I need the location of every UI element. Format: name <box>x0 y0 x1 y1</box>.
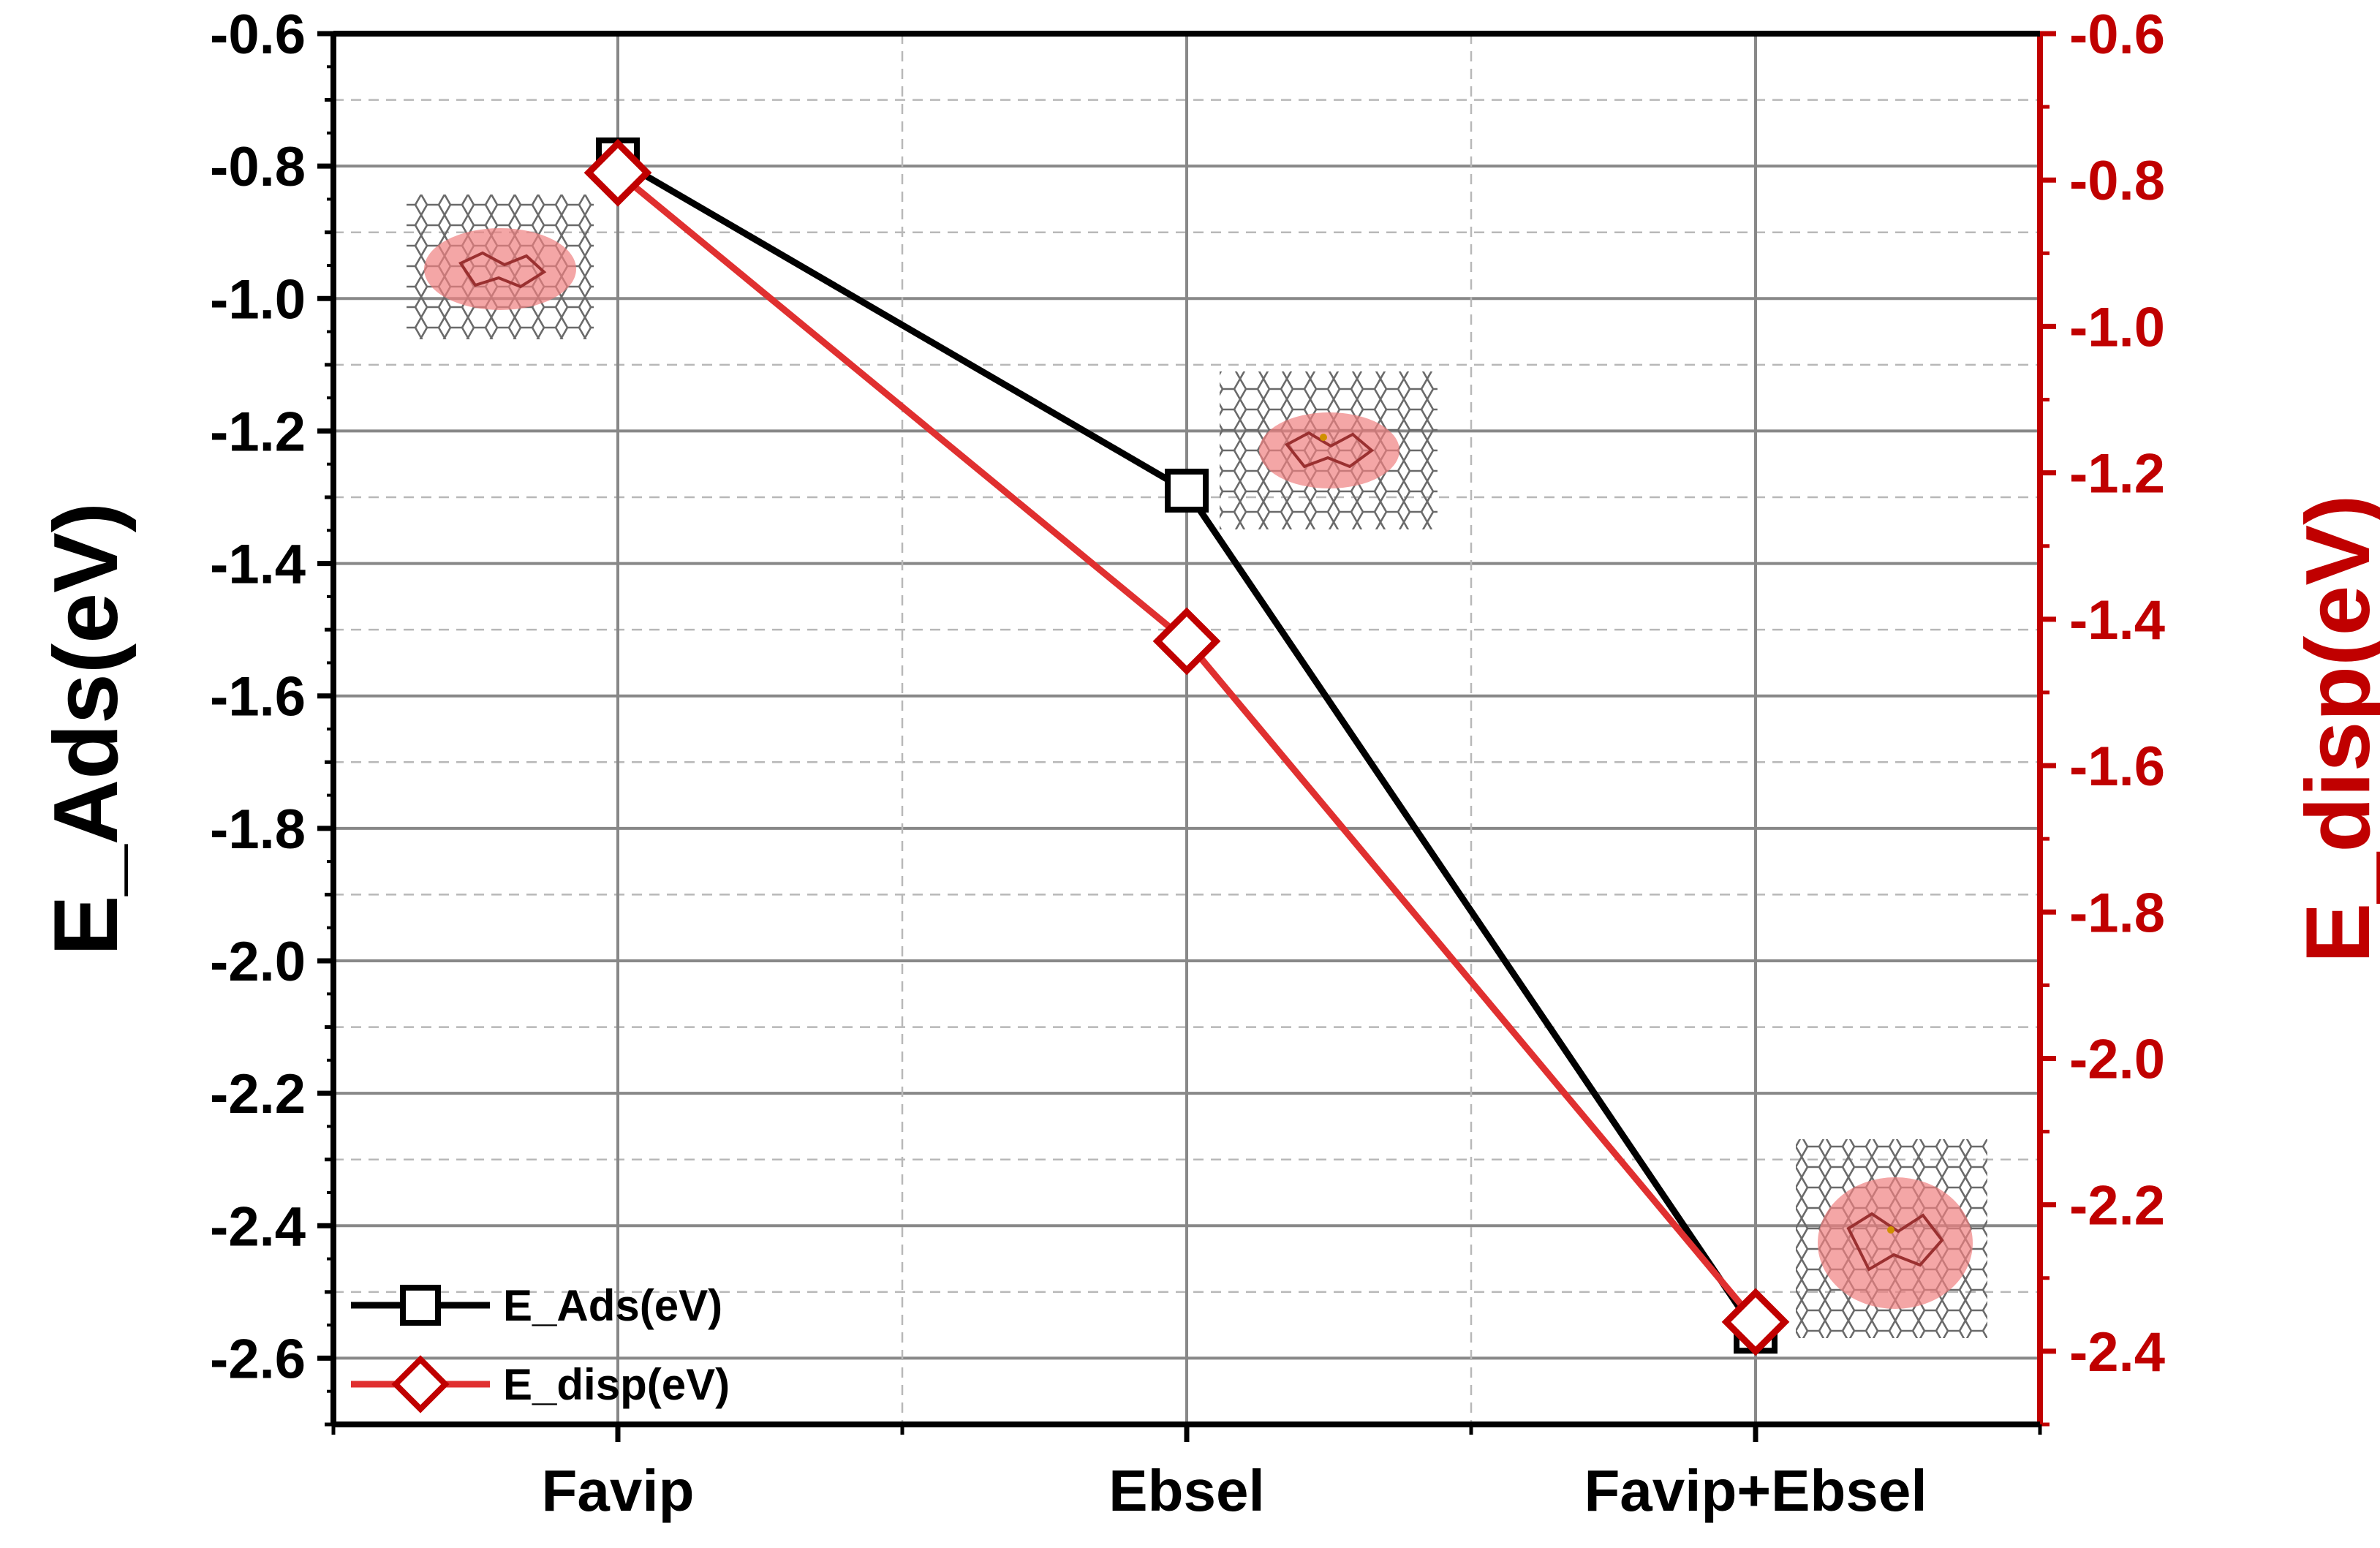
left-y-tick-label: -0.6 <box>210 4 306 66</box>
left-y-tick-label: -2.6 <box>210 1328 306 1390</box>
grid <box>333 34 2040 1424</box>
legend-square-marker <box>400 1285 441 1326</box>
left-y-tick-label: -1.6 <box>210 666 306 728</box>
right-y-tick-label: -1.2 <box>2069 443 2165 505</box>
structure-insets <box>407 195 1987 1338</box>
right-y-tick-label: -1.6 <box>2069 736 2165 798</box>
right-y-tick-label: -2.4 <box>2069 1321 2165 1383</box>
legend: E_Ads(eV) E_disp(eV) <box>351 1281 730 1413</box>
axes: -0.6 -0.8 -1.0 -1.2 -1.4 -1.6 -1.8 -2.0 -2.2 -2.4… <box>36 4 2380 1523</box>
right-y-tick-label: -1.0 <box>2069 296 2165 358</box>
data-point-e-disp <box>1721 1288 1790 1356</box>
favip-ebsel-adsorption-structure-inset <box>1796 1139 1987 1338</box>
right-y-tick-label: -1.4 <box>2069 589 2165 652</box>
left-y-tick-label: -2.2 <box>210 1063 306 1125</box>
right-y-axis-title: E_disp(eV) <box>2288 495 2380 964</box>
left-y-tick-label: -2.4 <box>210 1196 306 1258</box>
x-category-label: Ebsel <box>1108 1458 1264 1523</box>
left-y-tick-label: -1.0 <box>210 268 306 331</box>
x-category-label: Favip+Ebsel <box>1584 1458 1927 1523</box>
legend-label-e-ads: E_Ads(eV) <box>503 1281 722 1330</box>
left-y-axis-title: E_Ads(eV) <box>36 502 137 956</box>
right-y-tick-label: -1.8 <box>2069 882 2165 944</box>
left-y-tick-label: -1.8 <box>210 798 306 861</box>
data-series <box>583 137 1790 1356</box>
data-point-e-ads <box>1165 468 1209 513</box>
legend-diamond-marker <box>391 1355 450 1413</box>
right-y-tick-label: -0.8 <box>2069 150 2165 212</box>
left-y-tick-label: -2.0 <box>210 931 306 993</box>
right-y-tick-label: -2.0 <box>2069 1028 2165 1090</box>
left-y-tick-label: -1.4 <box>210 534 306 596</box>
x-category-label: Favip <box>542 1458 695 1523</box>
ebsel-adsorption-structure-inset <box>1220 371 1438 529</box>
left-y-tick-label: -0.8 <box>210 136 306 198</box>
data-point-e-disp <box>583 138 652 207</box>
right-y-tick-label: -0.6 <box>2069 4 2165 66</box>
left-y-tick-label: -1.2 <box>210 401 306 463</box>
data-point-e-disp <box>1152 607 1221 676</box>
legend-label-e-disp: E_disp(eV) <box>503 1360 730 1409</box>
right-y-tick-label: -2.2 <box>2069 1175 2165 1237</box>
favip-adsorption-structure-inset <box>407 195 594 339</box>
